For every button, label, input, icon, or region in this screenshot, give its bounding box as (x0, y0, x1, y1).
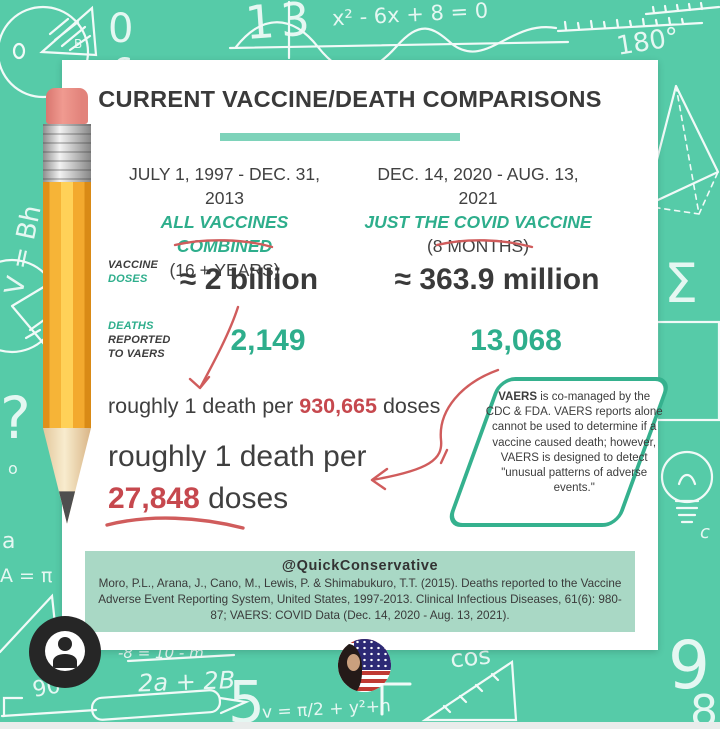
death-rate-covid-line1: roughly 1 death per (108, 440, 367, 473)
column-duration: (16 + YEARS) (169, 260, 280, 280)
death-rate-all-vaccines: roughly 1 death per 930,665 doses (108, 394, 441, 418)
pencil-tip (43, 428, 91, 524)
tagged-user-icon[interactable] (29, 616, 101, 688)
lightbulb-doodle (660, 450, 714, 504)
title-divider (220, 133, 460, 141)
death-rate-covid-value: 27,848 (108, 482, 200, 515)
column-dates: JULY 1, 1997 - DEC. 31, 2013 (129, 164, 320, 208)
bottom-edge-strip (0, 722, 720, 729)
citation-box: @QuickConservative Moro, P.L., Arana, J.… (85, 551, 635, 632)
doodle-sigma: Σ (664, 252, 698, 315)
circle-doodle (0, 5, 90, 99)
pencil-illustration (43, 88, 91, 524)
doodle-velocity-formula: v = π/2 + y²+h (262, 696, 392, 723)
pencil-shaft (43, 182, 91, 428)
doodle-eight: 8 (690, 686, 718, 729)
doodle-volume-formula: V = Bh (0, 203, 48, 298)
person-icon-head (58, 637, 72, 651)
doodle-question-mark: ? (0, 384, 31, 452)
column-subtitle: JUST THE COVID VACCINE (364, 212, 592, 232)
column-duration: (8 MONTHS) (426, 236, 530, 256)
doodle-letter-b: B (74, 37, 82, 51)
profile-avatar[interactable] (338, 639, 391, 692)
doodle-letter-o: o (8, 459, 18, 478)
column-all-vaccines: JULY 1, 1997 - DEC. 31, 2013 ALL VACCINE… (112, 162, 337, 282)
column-covid-vaccine: DEC. 14, 2020 - AUG. 13, 2021 JUST THE C… (363, 162, 593, 258)
deaths-value-covid: 13,068 (470, 324, 562, 357)
doodle-nine: 9 (668, 627, 710, 704)
doodle-letter-a: a (2, 529, 15, 554)
doses-value-covid: ≈ 363.9 million (394, 263, 600, 296)
doodle-thirteen: 13 (243, 0, 317, 50)
doses-value-all: ≈ 2 billion (179, 263, 319, 296)
deaths-value-all: 2,149 (230, 324, 306, 357)
deaths-reported-label: DEATHS REPORTED TO VAERS (108, 320, 171, 360)
death-rate-covid-line2: 27,848 doses (108, 482, 289, 515)
pencil-eraser (46, 88, 88, 124)
doodle-area-formula: A = π (0, 565, 52, 587)
doodle-letter-c: c (700, 522, 710, 543)
column-subtitle: ALL VACCINES COMBINED (160, 212, 289, 256)
person-icon (45, 631, 85, 671)
citation-text: Moro, P.L., Arana, J., Cano, M., Lewis, … (98, 577, 622, 622)
page-title: CURRENT VACCINE/DEATH COMPARISONS (98, 86, 602, 112)
column-dates: DEC. 14, 2020 - AUG. 13, 2021 (377, 164, 579, 208)
doodle-equation: x² - 6x + 8 = 0 (331, 0, 488, 31)
author-handle: @QuickConservative (281, 558, 439, 574)
person-icon-shoulders (53, 654, 77, 668)
infographic-card: CURRENT VACCINE/DEATH COMPARISONS JULY 1… (62, 60, 658, 650)
avatar-face (347, 654, 360, 671)
pencil-lead (58, 491, 76, 524)
doodle-five: 5 (228, 668, 265, 729)
vaers-callout-text: VAERS is co-managed by the CDC & FDA. VA… (485, 391, 663, 495)
death-rate-all-value: 930,665 (299, 394, 377, 418)
pencil-ferrule (43, 124, 91, 182)
doodle-zero: 0 (108, 6, 133, 52)
vaccine-doses-label: VACCINE DOSES (108, 259, 159, 285)
